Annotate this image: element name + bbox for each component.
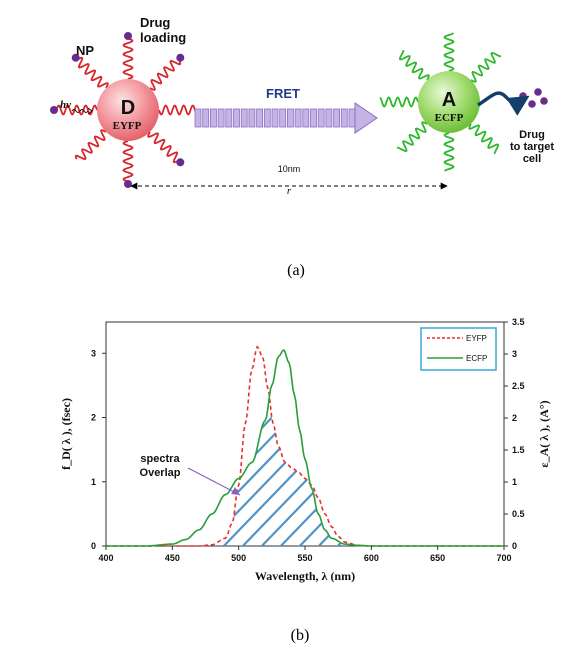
y-right-tick-label: 0.5 bbox=[512, 509, 525, 519]
fret-diagram: D EYFP A ECFP NP Drug loading hν FRET Dru… bbox=[50, 15, 554, 279]
released-drug-dot bbox=[534, 88, 542, 96]
distance-label: 10nm bbox=[278, 164, 301, 174]
acceptor-wavy-ligands bbox=[379, 32, 501, 172]
donor-ligand-0 bbox=[122, 38, 134, 80]
donor-wavy-ligands bbox=[56, 38, 200, 182]
y-right-tick-label: 2.5 bbox=[512, 381, 525, 391]
donor-ligand-5 bbox=[74, 129, 107, 161]
x-axis-label: Wavelength, λ (nm) bbox=[255, 569, 355, 583]
np-label: NP bbox=[76, 43, 94, 58]
y-right-tick-label: 3 bbox=[512, 349, 517, 359]
y-left-tick-label: 2 bbox=[91, 413, 96, 423]
x-tick-label: 550 bbox=[297, 553, 312, 563]
donor-ligand-6 bbox=[56, 104, 98, 116]
annotation-arrow-head bbox=[231, 487, 240, 495]
x-tick-label: 400 bbox=[98, 553, 113, 563]
r-label: r bbox=[287, 185, 292, 197]
x-tick-label: 500 bbox=[231, 553, 246, 563]
acceptor-ligand-0 bbox=[443, 32, 455, 72]
acceptor-ligand-4 bbox=[443, 132, 455, 172]
x-tick-label: 450 bbox=[165, 553, 180, 563]
donor-letter: D bbox=[121, 97, 135, 119]
fret-label: FRET bbox=[266, 86, 300, 101]
legend-label-ecfp: ECFP bbox=[466, 354, 487, 363]
legend: EYFP ECFP bbox=[420, 327, 497, 371]
drug-dot bbox=[50, 106, 58, 114]
y-right-tick-label: 2 bbox=[512, 413, 517, 423]
released-drug-dot bbox=[540, 97, 548, 105]
donor-name: EYFP bbox=[113, 120, 142, 132]
spectra-chart: 400 450 500 550 600 650 700012300.511.522.533.… bbox=[59, 317, 551, 644]
y-left-tick-label: 1 bbox=[91, 477, 96, 487]
x-tick-label: 600 bbox=[364, 553, 379, 563]
x-tick-label: 650 bbox=[430, 553, 445, 563]
axes-ticks: 400 450 500 550 600 650 700012300.511.522.533.… bbox=[91, 317, 525, 563]
acceptor-letter: A bbox=[442, 89, 456, 111]
drug-release-arrow bbox=[477, 91, 530, 116]
legend-label-eyfp: EYFP bbox=[466, 334, 487, 343]
donor-ligand-3 bbox=[147, 131, 179, 164]
y-axis-left-label: f_D( λ ), (fsec) bbox=[59, 398, 73, 470]
y-axis-right-label: ε_A( λ ), (A°) bbox=[537, 400, 551, 467]
hv-label: hν bbox=[60, 99, 71, 111]
drug-dot bbox=[176, 53, 185, 62]
acceptor-nanoparticle bbox=[418, 71, 480, 133]
drug-dot bbox=[71, 53, 80, 62]
released-drug-dot bbox=[528, 100, 536, 108]
acceptor-ligand-5 bbox=[468, 123, 500, 154]
donor-nanoparticle bbox=[97, 79, 159, 141]
donor-ligand-7 bbox=[77, 56, 109, 89]
photon-squiggle bbox=[71, 109, 89, 113]
annotation-arrow-line bbox=[187, 467, 241, 496]
x-tick-label: 700 bbox=[496, 553, 511, 563]
drug-dot bbox=[176, 158, 185, 167]
caption-b: (b) bbox=[291, 627, 310, 644]
drug-target-label: Drug to target cell bbox=[510, 129, 554, 165]
y-left-tick-label: 0 bbox=[91, 541, 96, 551]
acceptor-ligand-3 bbox=[397, 121, 428, 153]
donor-ligand-1 bbox=[149, 59, 182, 91]
donor-ligand-2 bbox=[158, 104, 200, 116]
y-left-tick-label: 3 bbox=[91, 348, 96, 358]
acceptor-ligand-6 bbox=[470, 51, 501, 83]
y-right-tick-label: 1.5 bbox=[512, 445, 525, 455]
spectra-overlap-annotation: spectra Overlap bbox=[140, 453, 181, 479]
y-right-tick-label: 3.5 bbox=[512, 317, 525, 327]
caption-a: (a) bbox=[287, 262, 305, 279]
donor-ligand-4 bbox=[122, 140, 134, 182]
fret-arrow bbox=[194, 102, 378, 134]
y-right-tick-label: 1 bbox=[512, 477, 517, 487]
photon-arrowhead bbox=[87, 107, 93, 115]
acceptor-name: ECFP bbox=[435, 112, 464, 124]
drug-dot bbox=[124, 32, 132, 40]
drug-loading-label: Drug loading bbox=[140, 15, 186, 45]
acceptor-ligand-1 bbox=[398, 50, 430, 81]
acceptor-ligand-2 bbox=[379, 96, 419, 108]
drug-dot bbox=[124, 180, 132, 188]
y-right-tick-label: 0 bbox=[512, 541, 517, 551]
